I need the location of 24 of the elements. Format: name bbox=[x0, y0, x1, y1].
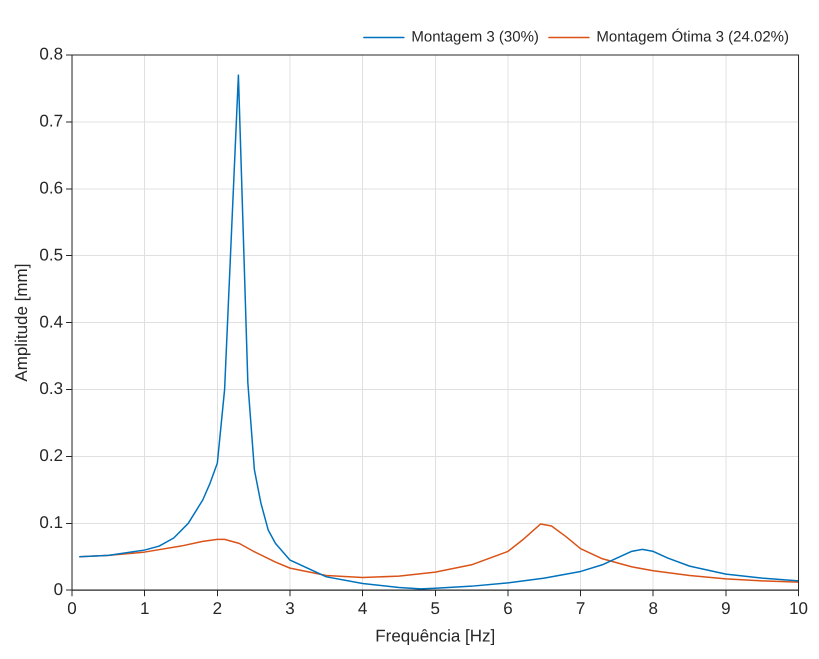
y-tick-label: 0.5 bbox=[39, 245, 64, 264]
x-tick-label: 0 bbox=[67, 599, 77, 618]
y-tick-label: 0.2 bbox=[39, 446, 64, 466]
x-tick-label: 9 bbox=[721, 599, 731, 618]
x-tick-label: 7 bbox=[576, 599, 586, 618]
y-tick-label: 0.7 bbox=[39, 112, 64, 131]
y-tick-label: 0.4 bbox=[39, 312, 64, 332]
legend-label: Montagem 3 (30%) bbox=[411, 28, 539, 46]
y-tick-label: 0 bbox=[54, 580, 64, 599]
x-tick-label: 5 bbox=[430, 599, 440, 618]
x-tick-label: 4 bbox=[358, 599, 368, 618]
y-tick-label: 0.3 bbox=[39, 379, 64, 398]
x-tick-label: 6 bbox=[503, 599, 513, 618]
y-tick-label: 0.1 bbox=[39, 512, 64, 532]
x-axis-title: Frequência [Hz] bbox=[375, 626, 496, 646]
x-tick-label: 10 bbox=[789, 599, 808, 618]
x-tick-label: 8 bbox=[648, 599, 658, 618]
x-tick-label: 1 bbox=[140, 599, 150, 618]
y-tick-label: 0.6 bbox=[39, 178, 64, 198]
x-tick-label: 2 bbox=[212, 599, 222, 618]
y-axis-title: Amplitude [mm] bbox=[12, 264, 31, 382]
x-tick-label: 3 bbox=[285, 599, 295, 618]
legend-label: Montagem Ótima 3 (24.02%) bbox=[596, 28, 790, 46]
y-tick-label: 0.8 bbox=[39, 44, 64, 64]
